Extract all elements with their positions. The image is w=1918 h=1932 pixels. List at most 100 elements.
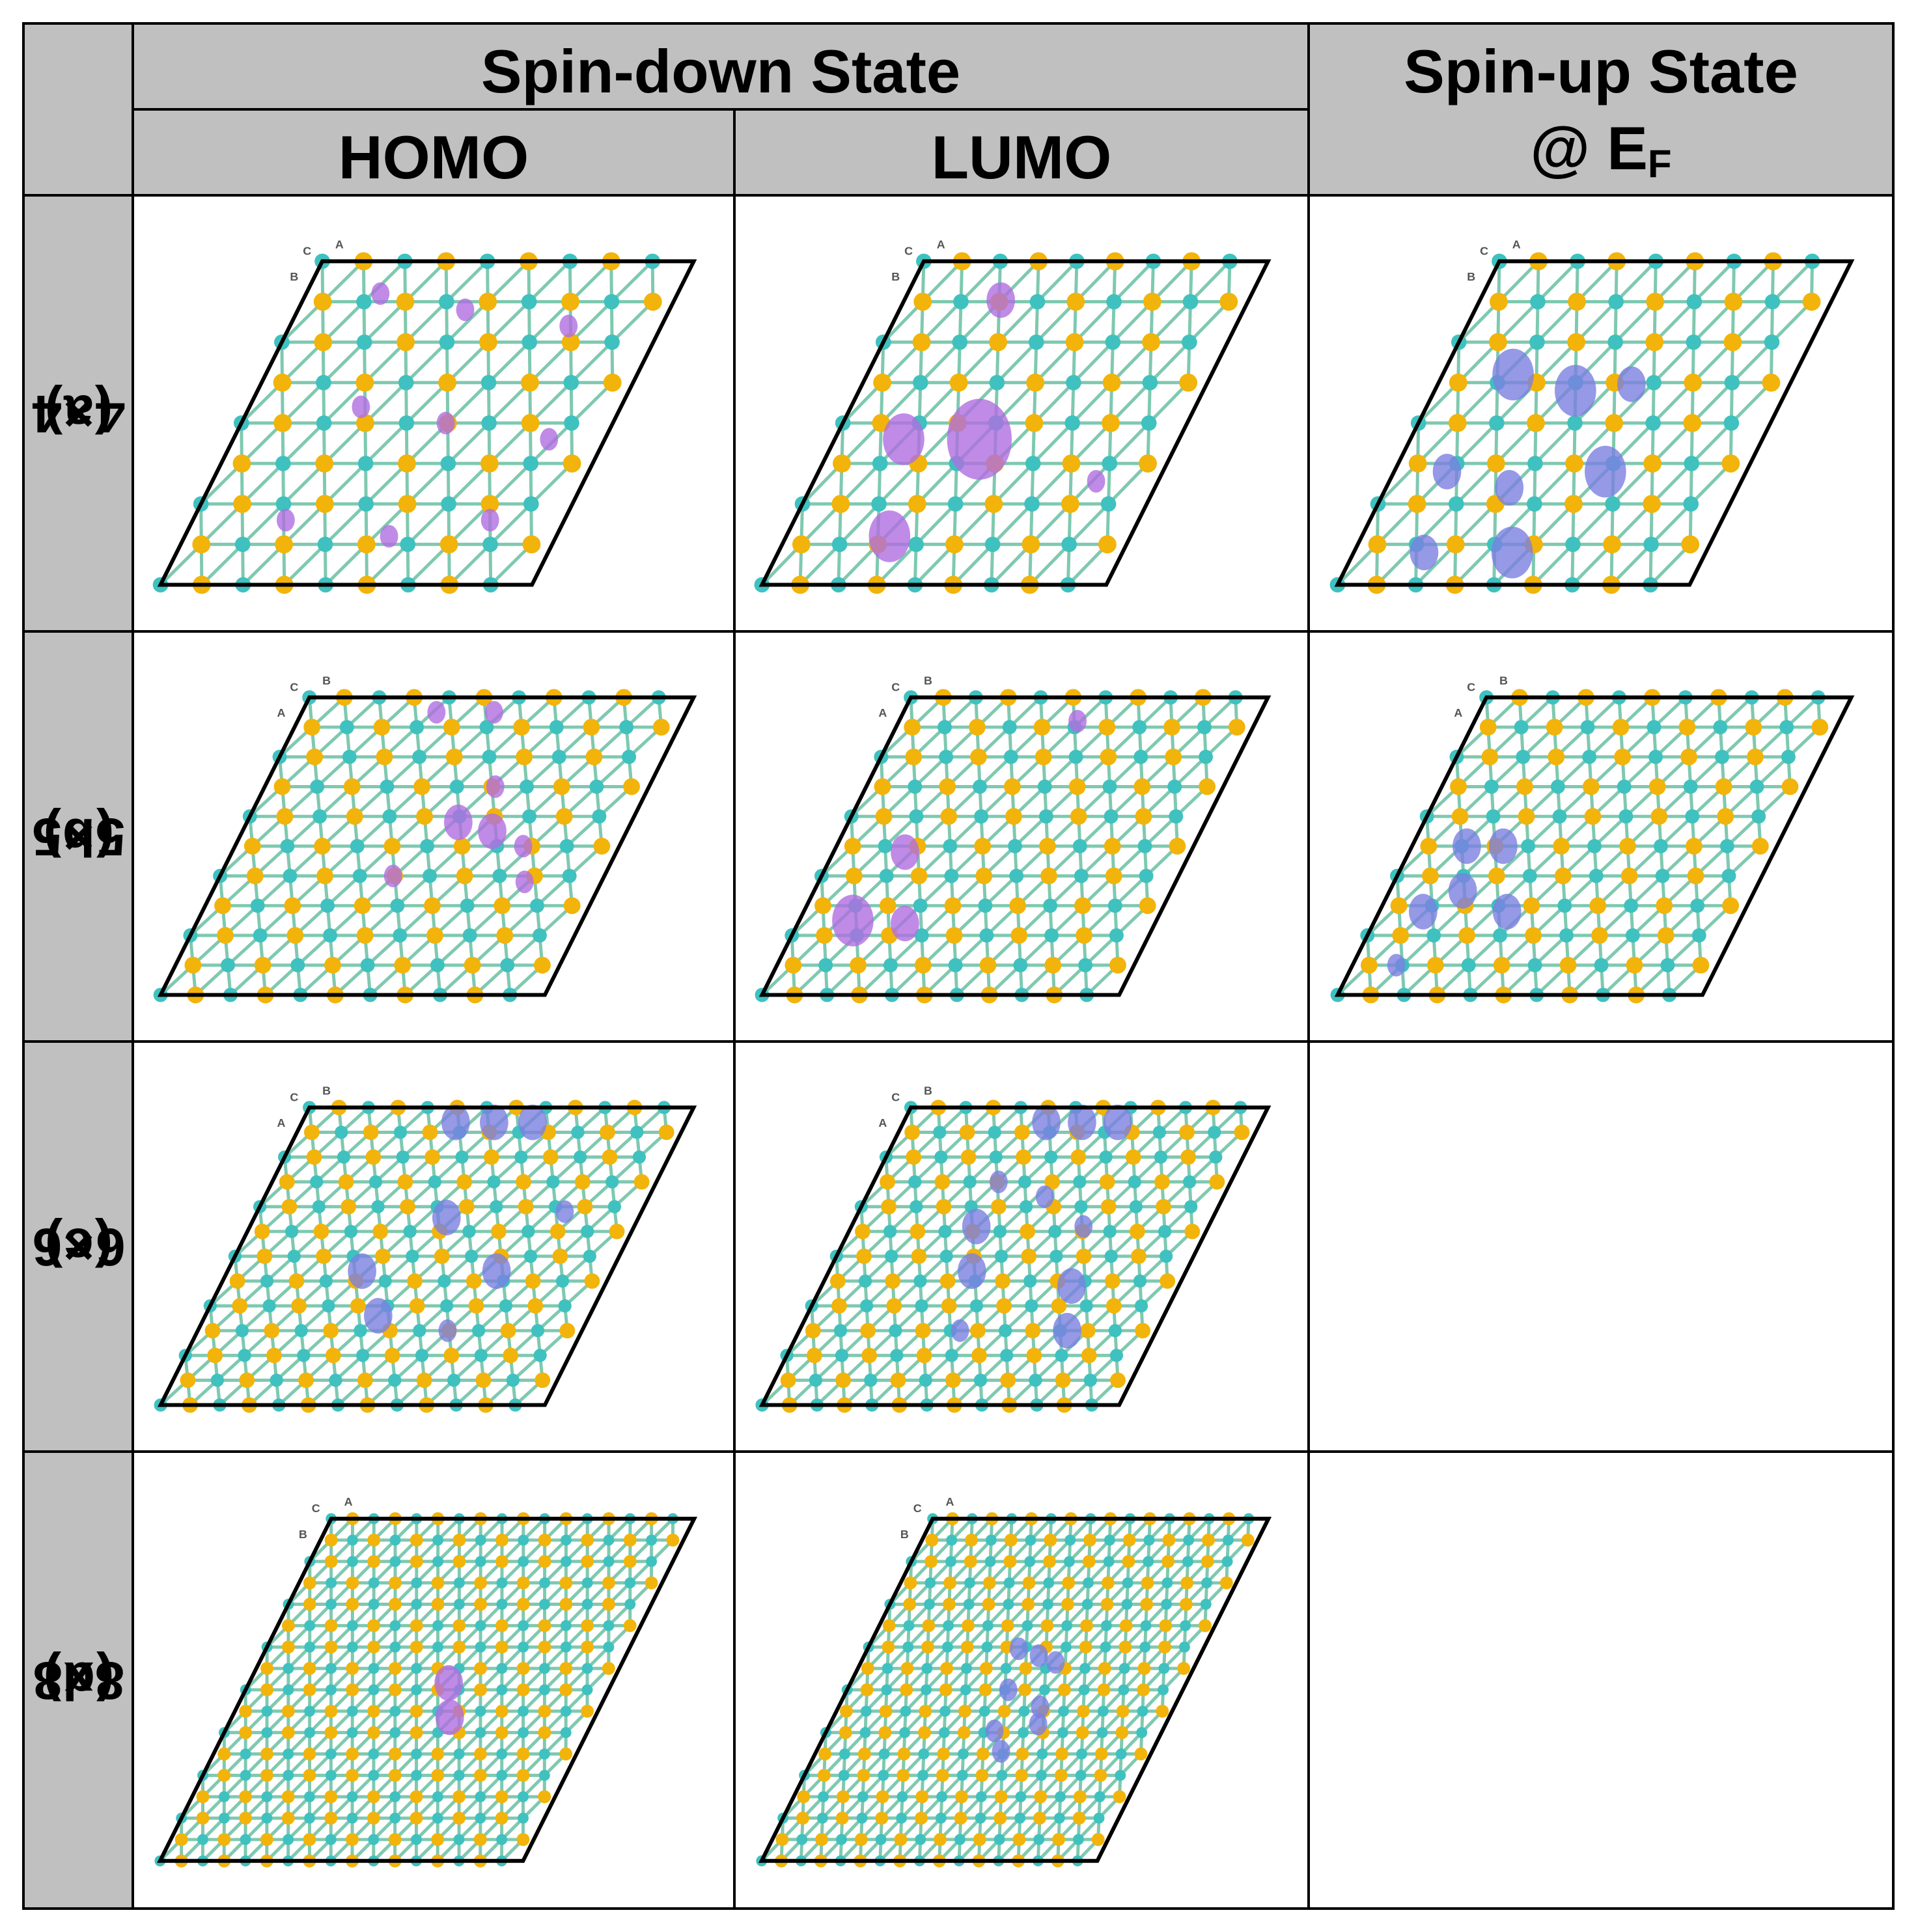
bond <box>943 696 977 728</box>
fermi-subscript: F <box>1647 142 1672 186</box>
sulfur-atom <box>217 1832 231 1846</box>
metal-atom <box>335 1125 348 1139</box>
sulfur-atom <box>416 808 434 825</box>
metal-atom <box>1489 415 1505 431</box>
sulfur-atom <box>1139 897 1156 915</box>
density-isosurface <box>832 894 874 946</box>
sulfur-atom <box>561 333 580 352</box>
bond <box>1691 381 1734 424</box>
sulfur-atom <box>458 1198 475 1215</box>
sulfur-atom <box>835 1372 851 1388</box>
metal-atom <box>1527 496 1542 512</box>
metal-atom <box>646 1556 658 1567</box>
bond <box>1532 543 1574 586</box>
metal-atom <box>453 1834 465 1845</box>
sulfur-atom <box>1567 333 1585 352</box>
metal-atom <box>1550 779 1565 794</box>
sulfur-atom <box>806 1347 822 1364</box>
sulfur-atom <box>1021 1248 1037 1264</box>
metal-atom <box>403 1224 417 1238</box>
bond <box>447 503 492 546</box>
bond <box>920 300 962 344</box>
metal-atom <box>1129 1200 1143 1213</box>
sulfur-atom <box>559 1683 573 1696</box>
density-isosurface <box>518 1104 547 1140</box>
sulfur-atom <box>1079 1323 1096 1339</box>
metal-atom <box>913 898 928 913</box>
bond <box>286 815 321 848</box>
metal-atom <box>948 958 963 973</box>
sulfur-atom <box>1081 1347 1097 1364</box>
results-table: Spin-down State Spin-up State @ EF HOMO … <box>22 22 1895 1910</box>
metal-atom <box>240 1769 251 1781</box>
axis-letter: C <box>290 1090 298 1103</box>
sulfur-atom <box>495 1704 508 1718</box>
bond <box>159 543 203 586</box>
metal-atom <box>360 958 375 973</box>
sulfur-atom <box>814 897 831 915</box>
sulfur-atom <box>805 1323 821 1339</box>
metal-atom <box>261 1812 273 1824</box>
metal-atom <box>518 1556 529 1567</box>
bond <box>1719 696 1753 728</box>
bond <box>1034 340 1076 384</box>
metal-atom <box>496 1684 508 1696</box>
density-isosurface <box>559 314 578 338</box>
metal-atom <box>1723 415 1740 431</box>
sulfur-atom <box>373 719 391 736</box>
density-isosurface <box>1555 365 1596 417</box>
metal-atom <box>420 838 435 853</box>
sulfur-atom <box>473 1769 487 1782</box>
metal-atom <box>496 1577 508 1589</box>
metal-atom <box>240 1748 251 1760</box>
metal-atom <box>523 456 539 471</box>
bond <box>488 462 532 505</box>
sulfur-atom <box>1051 1298 1067 1314</box>
density-isosurface <box>363 1297 393 1334</box>
sulfur-atom <box>204 1323 221 1339</box>
bond <box>1649 543 1691 586</box>
sulfur-atom <box>354 897 371 915</box>
sulfur-atom <box>229 1273 245 1289</box>
sulfur-atom <box>559 1323 576 1339</box>
bond <box>913 755 947 788</box>
metal-atom <box>480 374 497 391</box>
panel-r0-c1: C A B <box>736 197 1310 633</box>
sulfur-atom <box>260 1769 273 1782</box>
sulfur-atom <box>452 1533 466 1547</box>
bond <box>1417 381 1460 424</box>
metal-atom <box>368 1663 380 1674</box>
metal-atom <box>221 958 235 973</box>
bond <box>1593 815 1628 848</box>
axis-letter: B <box>1467 270 1475 283</box>
sulfur-atom <box>1098 535 1117 554</box>
sulfur-atom <box>246 867 264 885</box>
metal-atom <box>1625 928 1640 943</box>
sulfur-atom <box>1548 748 1565 766</box>
sulfur-atom <box>239 1790 253 1804</box>
sulfur-atom <box>365 1149 382 1165</box>
metal-atom <box>1653 838 1668 853</box>
bond <box>396 874 431 907</box>
density-isosurface <box>371 282 390 305</box>
bond <box>913 543 956 586</box>
density-isosurface <box>990 1170 1008 1194</box>
bond <box>1029 503 1072 546</box>
metal-atom <box>411 1599 423 1610</box>
sulfur-atom <box>602 1662 615 1676</box>
metal-atom <box>1158 1224 1172 1238</box>
lattice-image: C B A <box>153 674 697 1004</box>
bond <box>242 543 285 586</box>
sulfur-atom <box>389 1597 402 1611</box>
metal-atom <box>447 1373 461 1387</box>
bond <box>363 340 407 384</box>
sulfur-atom <box>445 748 463 766</box>
sulfur-atom <box>257 1248 273 1264</box>
metal-atom <box>603 1556 615 1567</box>
axis-letter: B <box>299 1528 307 1541</box>
sulfur-atom <box>912 333 931 352</box>
bond <box>1666 934 1701 967</box>
bond <box>1036 260 1078 303</box>
metal-atom <box>304 1705 316 1717</box>
bond <box>1692 300 1735 344</box>
